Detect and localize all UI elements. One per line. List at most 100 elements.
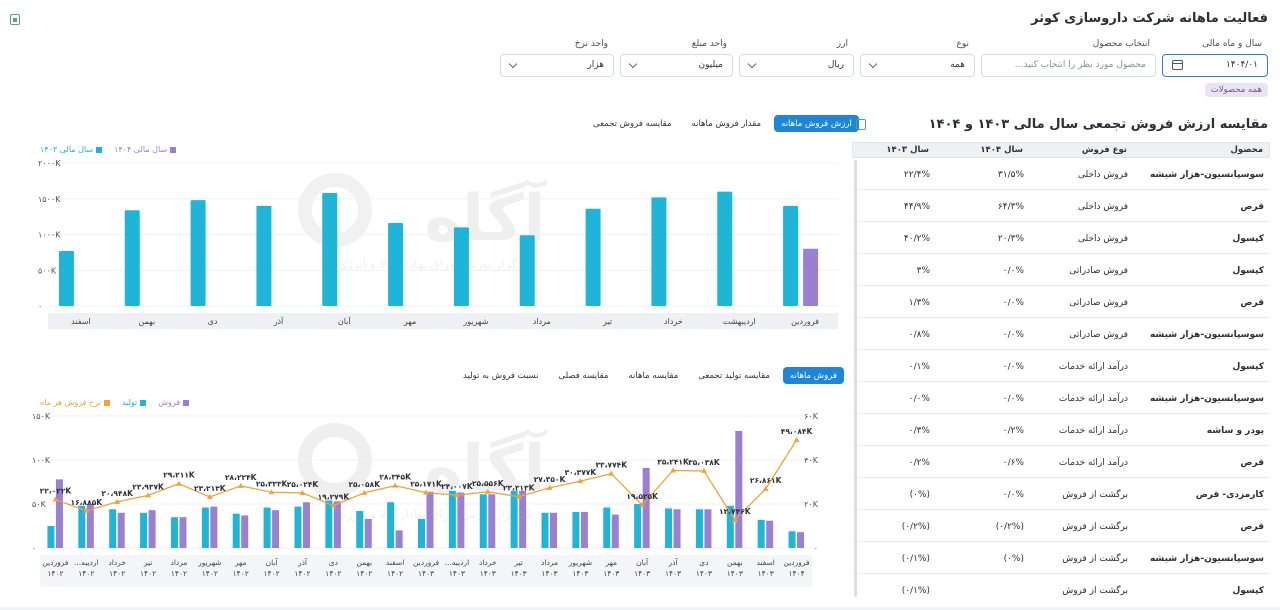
- cell-product: کپسول: [1232, 362, 1264, 372]
- x-tick-year-label: ۱۴۰۳: [758, 569, 774, 578]
- x-tick-label: فروردین: [42, 558, 69, 567]
- currency-select[interactable]: ریال: [739, 54, 854, 77]
- cell-year-1404: ۶۴/۳%: [997, 202, 1024, 212]
- x-tick-label: خرداد: [108, 558, 126, 567]
- export-icon[interactable]: [856, 119, 866, 130]
- x-tick-label: دی: [699, 558, 708, 567]
- bar-sales: [55, 479, 63, 548]
- sales-rate-point: [700, 467, 707, 473]
- bar-production: [510, 490, 518, 548]
- tab-monthly-sales-quantity[interactable]: مقدار فروش ماهانه: [691, 119, 762, 129]
- type-filter-label: نوع: [956, 39, 969, 49]
- product-filter-label: انتخاب محصول: [1092, 39, 1150, 49]
- bar-production: [387, 502, 395, 548]
- tab-cumulative-production[interactable]: مقایسه تولید تجمعی: [698, 371, 770, 381]
- table-row[interactable]: قرص برگشت از فروش (۰/۲%) (۰/۲%): [852, 510, 1270, 542]
- sales-rate-data-label: ۲۵،۰۲۴K: [287, 480, 320, 489]
- table-row[interactable]: کپسول درآمد ارائه خدمات ۰/۰% ۰/۱%: [852, 350, 1270, 382]
- column-product[interactable]: محصول: [1230, 145, 1263, 155]
- cell-product: قرص: [1240, 522, 1264, 532]
- sales-rate-point: [114, 498, 121, 504]
- table-row[interactable]: کارمزدی- قرص برگشت از فروش ۰/۰% (۰%): [852, 478, 1270, 510]
- x-tick-label: شهریور: [568, 558, 592, 567]
- table-header: محصول نوع فروش سال ۱۴۰۴ سال ۱۴۰۳: [852, 142, 1270, 158]
- table-row[interactable]: سوسپانسیون-هزار شیشه فروش صادراتی ۰/۰% ۰/۸%: [852, 318, 1270, 350]
- cell-year-1404: ۰/۰%: [1002, 362, 1024, 372]
- table-row[interactable]: قرص فروش صادراتی ۰/۰% ۱/۳%: [852, 286, 1270, 318]
- y-right-tick-label: ۶۰K: [804, 412, 819, 421]
- bar-production: [140, 512, 148, 548]
- sales-rate-point: [453, 492, 460, 498]
- sales-rate-point: [299, 489, 306, 495]
- tab-sales-production-ratio[interactable]: نسبت فروش به تولید: [463, 371, 539, 381]
- amount-unit-value: میلیون: [698, 60, 724, 70]
- table-row[interactable]: کپسول برگشت از فروش (۰/۱%): [852, 574, 1270, 597]
- fiscal-year-month-input[interactable]: ۱۴۰۴/۰۱: [1162, 54, 1268, 77]
- cell-product: کارمزدی- قرص: [1195, 490, 1264, 500]
- rate-unit-select[interactable]: هزار: [500, 54, 614, 77]
- column-sale-type[interactable]: نوع فروش: [1081, 145, 1127, 155]
- x-tick-year-label: ۱۴۰۲: [47, 569, 63, 578]
- cell-sale-type: فروش داخلی: [1077, 234, 1128, 244]
- legend-item-sales-rate[interactable]: نرخ فروش هر ماه: [40, 398, 110, 407]
- sales-rate-data-label: ۲۳،۲۱۳K: [194, 484, 227, 493]
- legend-item-1403[interactable]: سال مالی ۱۴۰۳: [40, 145, 103, 154]
- sales-rate-data-label: ۲۹،۲۱۱K: [163, 471, 196, 480]
- tab-monthly-sales[interactable]: فروش ماهانه: [782, 367, 845, 384]
- table-row[interactable]: سوسپانسیون-هزار شیشه برگشت از فروش (۰%) (۰/…: [852, 542, 1270, 574]
- table-row[interactable]: کپسول فروش صادراتی ۰/۰% ۳%: [852, 254, 1270, 286]
- tab-cumulative-sales-compare[interactable]: مقایسه فروش تجمعی: [593, 119, 672, 129]
- sales-rate-data-label: ۲۴،۰۰۷K: [441, 482, 474, 491]
- y-left-tick-label: ۱۰۰K: [32, 456, 51, 465]
- x-tick-label: اردیبه...: [445, 558, 470, 567]
- column-year-1403[interactable]: سال ۱۴۰۳: [886, 145, 929, 155]
- legend-item-1404[interactable]: سال مالی ۱۴۰۴: [114, 145, 177, 154]
- x-tick-label: مرداد: [541, 558, 558, 567]
- x-tick-year-label: ۱۴۰۲: [325, 569, 341, 578]
- page-title: فعالیت ماهانه شرکت داروسازی کوثر: [1030, 11, 1268, 26]
- sales-rate-data-label: ۲۸،۲۲۴K: [225, 473, 258, 482]
- all-products-chip[interactable]: همه محصولات: [1204, 83, 1268, 97]
- table-row[interactable]: قرص درآمد ارائه خدمات ۰/۶% ۰/۲%: [852, 446, 1270, 478]
- bar-sales: [797, 532, 805, 548]
- column-year-1404[interactable]: سال ۱۴۰۴: [980, 145, 1023, 155]
- cumulative-sales-table: محصول نوع فروش سال ۱۴۰۴ سال ۱۴۰۳ سوسپانس…: [852, 142, 1270, 597]
- table-title: مقایسه ارزش فروش تجمعی سال مالی ۱۴۰۳ و ۱…: [928, 117, 1268, 132]
- product-select[interactable]: محصول مورد نظر را انتخاب کنید...: [981, 54, 1156, 77]
- bar-production: [294, 506, 302, 548]
- bar-production: [757, 519, 765, 548]
- table-row[interactable]: کپسول فروش داخلی ۲۰/۳% ۴۰/۲%: [852, 222, 1270, 254]
- tab-monthly-compare[interactable]: مقایسه ماهانه: [628, 371, 679, 381]
- bar-production: [634, 504, 642, 548]
- fiscal-year-month-label: سال و ماه مالی: [1202, 39, 1262, 49]
- cell-year-1404: ۰/۰%: [1002, 394, 1024, 404]
- bar-sales: [395, 530, 403, 548]
- table-scrollbar[interactable]: [854, 160, 857, 597]
- chevron-down-icon: [508, 59, 518, 69]
- bar-sales: [272, 510, 280, 548]
- calendar-icon[interactable]: [1172, 60, 1183, 70]
- top-chart-legend: سال مالی ۱۴۰۴ سال مالی ۱۴۰۳: [40, 145, 177, 154]
- legend-item-production[interactable]: تولید: [122, 398, 147, 407]
- x-tick-label: مهر: [234, 558, 247, 567]
- table-row[interactable]: سوسپانسیون-هزار شیشه فروش داخلی ۳۱/۵% ۲۲/۴%: [852, 158, 1270, 190]
- bar-production: [541, 512, 549, 548]
- bar-sales: [364, 518, 372, 548]
- bar-sales: [611, 514, 619, 548]
- cell-sale-type: درآمد ارائه خدمات: [1058, 426, 1128, 436]
- table-row[interactable]: قرص فروش داخلی ۶۴/۳% ۴۴/۹%: [852, 190, 1270, 222]
- x-tick-label: اسفند: [71, 317, 91, 326]
- type-select[interactable]: همه: [860, 54, 975, 77]
- table-row[interactable]: پودر و ساشه درآمد ارائه خدمات ۰/۲% ۰/۳%: [852, 414, 1270, 446]
- x-tick-label: دی: [208, 317, 218, 326]
- cell-year-1403: (۰/۲%): [901, 522, 930, 532]
- sales-rate-point: [237, 482, 244, 488]
- export-icon[interactable]: [10, 14, 20, 25]
- y-tick-label: ۰: [38, 302, 42, 311]
- tab-monthly-sales-value[interactable]: ارزش فروش ماهانه: [774, 115, 859, 132]
- cell-sale-type: فروش صادراتی: [1069, 266, 1128, 276]
- tab-seasonal-compare[interactable]: مقایسه فصلی: [558, 371, 609, 381]
- table-row[interactable]: سوسپانسیون-هزار شیشه درآمد ارائه خدمات ۰/۰…: [852, 382, 1270, 414]
- amount-unit-select[interactable]: میلیون: [620, 54, 733, 77]
- legend-item-sales[interactable]: فروش: [158, 398, 190, 407]
